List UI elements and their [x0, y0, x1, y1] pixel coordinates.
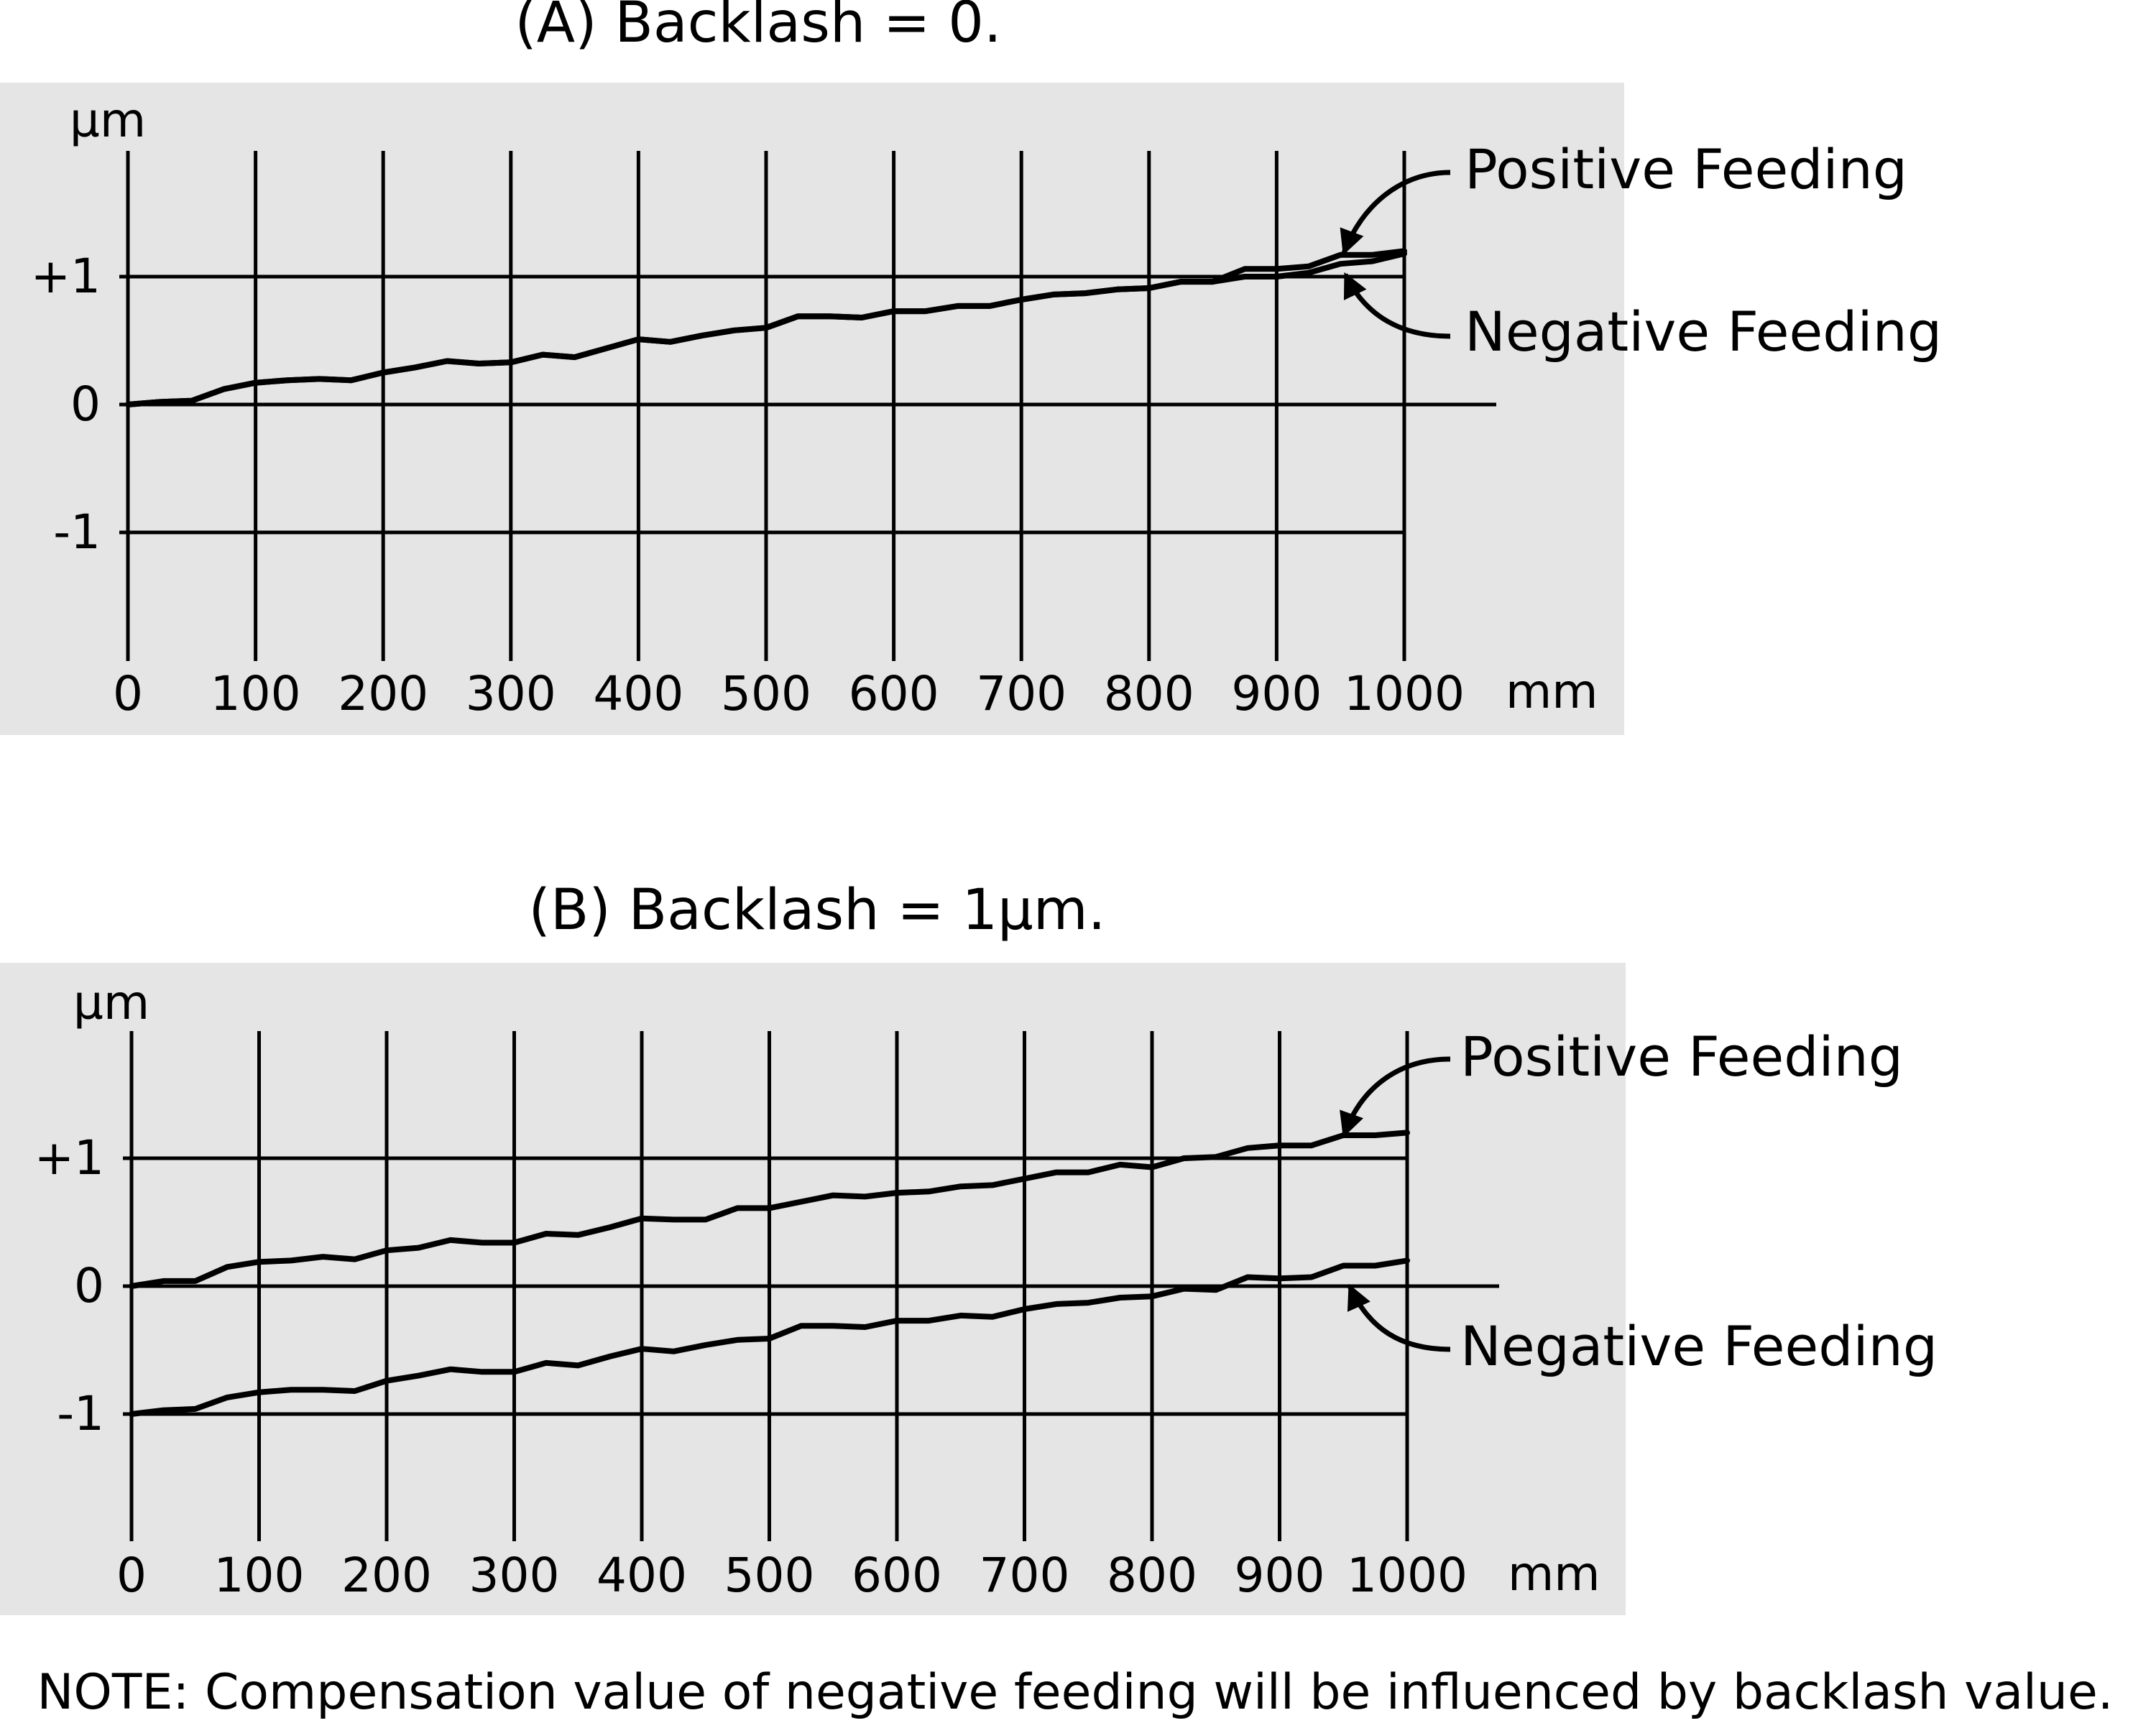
panel-a-x-tick-labels: 0 100 200 300 400 500 600 700 800 900 1000 [113, 666, 1465, 721]
panel-b-x-tick-800: 800 [1107, 1548, 1197, 1603]
panel-a-x-tick-600: 600 [849, 666, 939, 721]
panel-a-x-tick-1000: 1000 [1344, 666, 1465, 721]
panel-b-x-tick-300: 300 [469, 1548, 560, 1603]
panel-b-positive-feeding-arrow [1340, 1056, 1451, 1138]
panel-a-chart: (A) Backlash = 0. µm +1 0 -1 0 100 200 300 400… [0, 0, 1942, 735]
panel-b-gridlines [123, 1031, 1499, 1541]
panel-a-plot-background [0, 83, 1624, 735]
panel-b-y-tick-labels: +1 0 -1 [34, 1130, 104, 1441]
panel-b-negative-feeding-annotation: Negative Feeding [1460, 1314, 1938, 1378]
panel-b-series-positive-feeding [129, 1130, 1410, 1289]
panel-a-positive-feeding-annotation: Positive Feeding [1465, 137, 1907, 201]
panel-a-x-tick-800: 800 [1104, 666, 1194, 721]
panel-a-gridlines [119, 151, 1496, 661]
panel-b-y-tick-minus1: -1 [57, 1386, 104, 1441]
panel-a-positive-feeding-arrow [1340, 170, 1451, 256]
panel-b-x-tick-600: 600 [852, 1548, 942, 1603]
panel-b-y-tick-plus1: +1 [34, 1130, 104, 1186]
panel-a-negative-feeding-arrow [1342, 272, 1451, 339]
panel-a-negative-feeding-annotation: Negative Feeding [1465, 300, 1942, 364]
panel-a-x-tick-300: 300 [466, 666, 556, 721]
panel-b-title: (B) Backlash = 1µm. [528, 878, 1105, 943]
panel-b-x-tick-200: 200 [341, 1548, 432, 1603]
panel-b-x-tick-labels: 0 100 200 300 400 500 600 700 800 900 1000 [116, 1548, 1468, 1603]
panel-b-x-tick-500: 500 [724, 1548, 815, 1603]
panel-a-y-tick-plus1: +1 [31, 249, 101, 304]
panel-b-x-tick-900: 900 [1235, 1548, 1325, 1603]
panel-a-y-tick-zero0: 0 [70, 377, 101, 432]
panel-a-series-group [125, 248, 1407, 407]
panel-a-x-tick-500: 500 [721, 666, 811, 721]
panel-b-x-tick-700: 700 [980, 1548, 1070, 1603]
panel-a-y-tick-minus1: -1 [53, 504, 101, 560]
panel-b-x-unit-label: mm [1508, 1546, 1600, 1602]
panel-b-series-group [129, 1130, 1410, 1417]
panel-b-x-tick-100: 100 [214, 1548, 305, 1603]
panel-a-title: (A) Backlash = 0. [515, 0, 1001, 55]
panel-a-y-unit-label: µm [70, 93, 146, 148]
panel-b-chart: (B) Backlash = 1µm. µm +1 0 -1 0 100 200 300 4… [0, 878, 1938, 1615]
panel-b-positive-feeding-annotation: Positive Feeding [1460, 1025, 1903, 1089]
panel-b-series-negative-feeding [129, 1257, 1410, 1417]
panel-a-series-negative-feeding [125, 251, 1407, 407]
panel-b-negative-feeding-arrow [1347, 1283, 1451, 1352]
panel-b-x-tick-0: 0 [116, 1548, 147, 1603]
panel-b-plot-background [0, 963, 1626, 1615]
panel-b-x-tick-400: 400 [596, 1548, 687, 1603]
panel-b-y-tick-zero0: 0 [74, 1258, 104, 1313]
panel-a-x-tick-0: 0 [113, 666, 143, 721]
panel-a-x-tick-700: 700 [976, 666, 1067, 721]
footnote: NOTE: Compensation value of negative fee… [37, 1664, 2114, 1721]
panel-a-x-tick-900: 900 [1231, 666, 1322, 721]
panel-a-y-tick-labels: +1 0 -1 [31, 249, 101, 560]
panel-b-x-tick-1000: 1000 [1347, 1548, 1468, 1603]
panel-a-x-tick-400: 400 [593, 666, 683, 721]
panel-b-y-unit-label: µm [73, 975, 149, 1030]
panel-a-x-unit-label: mm [1506, 664, 1598, 719]
panel-a-x-tick-100: 100 [211, 666, 301, 721]
panel-a-x-tick-200: 200 [338, 666, 428, 721]
